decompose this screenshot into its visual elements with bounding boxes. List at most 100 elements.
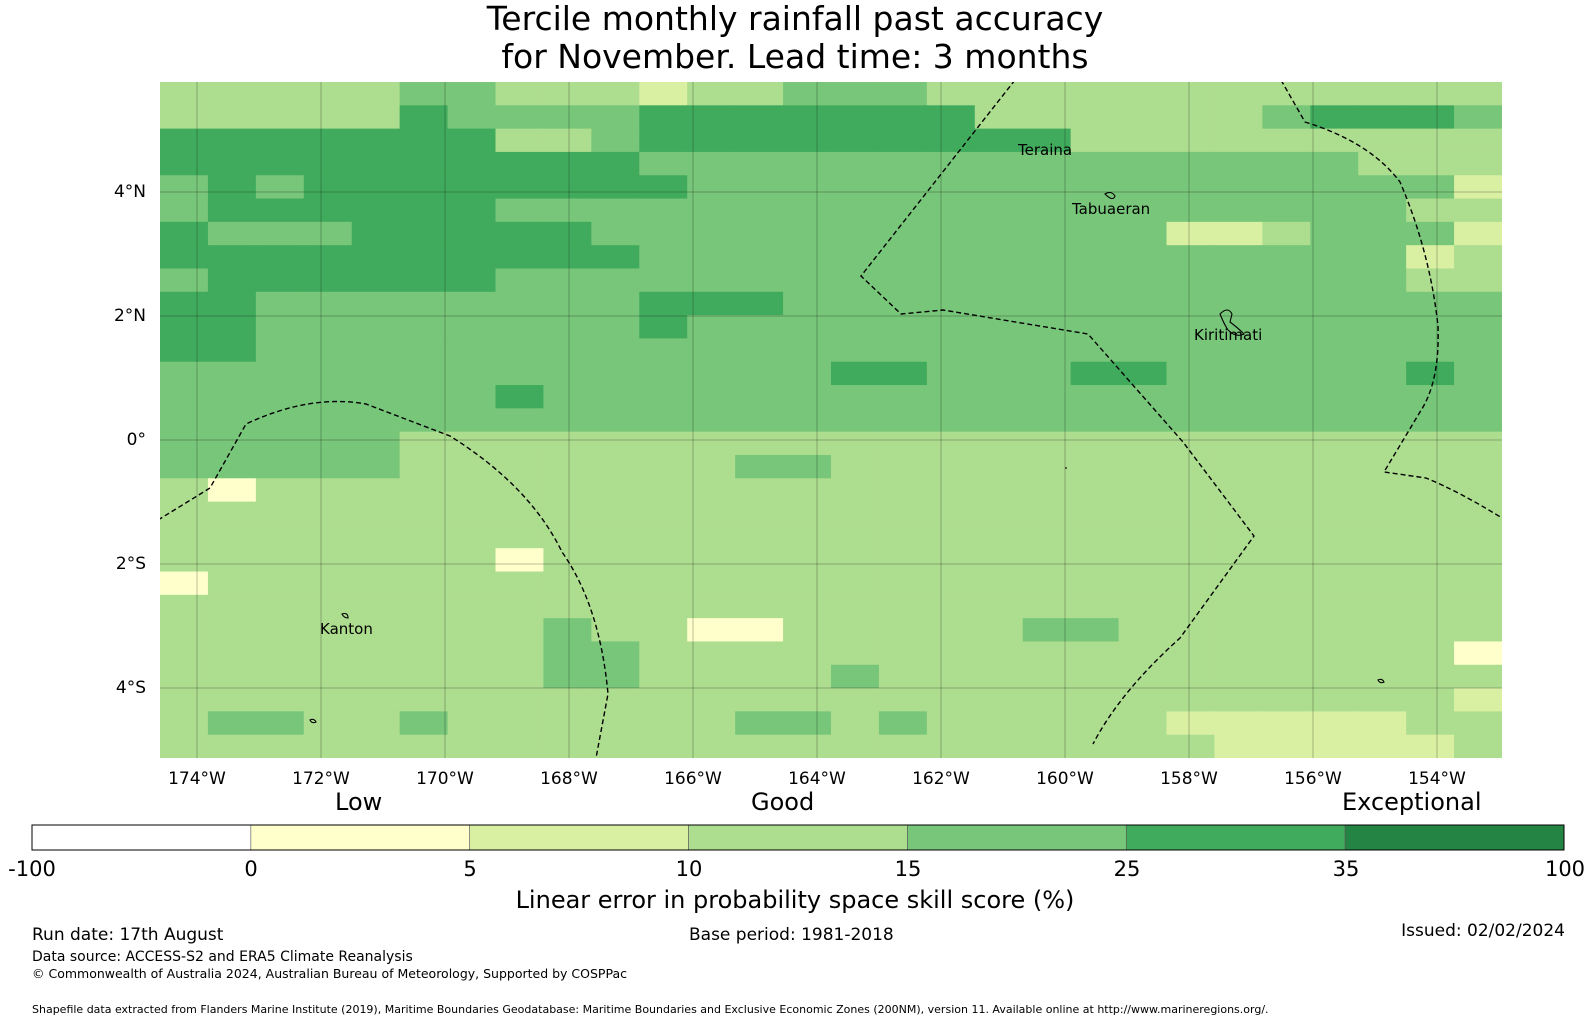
skill-cell — [1454, 734, 1502, 758]
skill-cell — [974, 618, 1024, 643]
skill-cell — [399, 105, 449, 130]
skill-cell — [1118, 338, 1168, 363]
skill-cell — [351, 454, 401, 479]
skill-cell — [255, 664, 305, 689]
skill-cell — [639, 548, 688, 573]
skill-cell — [1022, 594, 1072, 619]
skill-cell — [160, 291, 209, 316]
skill-cell — [878, 431, 928, 456]
skill-cell — [831, 618, 880, 643]
skill-cell — [207, 198, 257, 223]
skill-cell — [687, 221, 736, 246]
skill-cell — [447, 198, 497, 223]
skill-cell — [351, 385, 401, 409]
skill-cell — [1454, 524, 1502, 549]
skill-cell — [1310, 315, 1359, 340]
skill-cell — [447, 408, 497, 433]
skill-cell — [591, 245, 640, 270]
skill-cell — [1022, 734, 1072, 758]
skill-cell — [399, 315, 449, 340]
skill-cell — [399, 338, 449, 363]
skill-cell — [1118, 431, 1168, 456]
skill-cell — [255, 454, 305, 479]
skill-cell — [160, 315, 209, 340]
skill-cell — [878, 408, 928, 433]
skill-cell — [1310, 688, 1359, 712]
tick-label-15: 15 — [894, 857, 922, 881]
skill-cell — [591, 338, 640, 363]
colorbar-title: Linear error in probability space skill … — [515, 886, 1075, 914]
skill-cell — [1022, 688, 1072, 712]
skill-cell — [687, 734, 736, 758]
skill-cell — [495, 385, 545, 409]
skill-cell — [1070, 151, 1120, 176]
skill-cell — [1310, 105, 1359, 130]
skill-cell — [639, 385, 688, 409]
skill-cell — [1454, 82, 1502, 106]
skill-cell — [1214, 734, 1263, 758]
skill-cell — [1118, 245, 1168, 270]
skill-cell — [351, 268, 401, 293]
skill-cell — [639, 175, 688, 200]
skill-cell — [1358, 524, 1407, 549]
skill-cell — [495, 501, 545, 526]
skill-cell — [1214, 454, 1263, 479]
map-title-line-1: Tercile monthly rainfall past accuracy — [486, 0, 1104, 38]
skill-cell — [1070, 198, 1120, 223]
skill-cell — [207, 571, 257, 596]
skill-cell — [1214, 594, 1263, 619]
skill-cell — [1166, 105, 1216, 130]
skill-cell — [303, 454, 353, 479]
skill-cell — [639, 618, 688, 643]
skill-cell — [1214, 548, 1263, 573]
skill-cell — [495, 198, 545, 223]
skill-cell — [639, 105, 688, 130]
skill-cell — [160, 571, 209, 596]
skill-cell — [1022, 245, 1072, 270]
skill-cell — [1406, 548, 1455, 573]
skill-cell — [974, 385, 1024, 409]
skill-cell — [591, 151, 640, 176]
skill-cell — [255, 291, 305, 316]
skill-cell — [1070, 361, 1120, 386]
skill-cell — [1214, 198, 1263, 223]
skill-cell — [447, 664, 497, 689]
skill-cell — [831, 734, 880, 758]
skill-cell — [1118, 315, 1168, 340]
skill-cell — [1406, 221, 1455, 246]
skill-cell — [1358, 501, 1407, 526]
skill-cell — [495, 571, 545, 596]
skill-cell — [255, 385, 305, 409]
skill-cell — [207, 501, 257, 526]
skill-cell — [1310, 664, 1359, 689]
skill-cell — [399, 291, 449, 316]
skill-cell — [543, 221, 592, 246]
skill-cell — [399, 221, 449, 246]
skill-cell — [878, 361, 928, 386]
skill-cell — [1454, 221, 1502, 246]
skill-cell — [974, 105, 1024, 130]
skill-cell — [1358, 291, 1407, 316]
skill-cell — [639, 478, 688, 503]
skill-cell — [1406, 361, 1455, 386]
skill-cell — [495, 245, 545, 270]
skill-cell — [1214, 711, 1263, 736]
skill-cell — [1022, 431, 1072, 456]
skill-cell — [1022, 501, 1072, 526]
skill-cell — [1310, 291, 1359, 316]
skill-cell — [399, 128, 449, 153]
skill-cell — [926, 454, 976, 479]
skill-cell — [639, 128, 688, 153]
skill-cell — [1310, 338, 1359, 363]
skill-cell — [1262, 548, 1311, 573]
skill-cell — [1118, 548, 1168, 573]
skill-cell — [160, 245, 209, 270]
skill-cell — [783, 524, 832, 549]
skill-cell — [1454, 105, 1502, 130]
skill-cell — [543, 245, 592, 270]
skill-cell — [878, 268, 928, 293]
eez-boundary-kanton — [160, 400, 609, 758]
category-label-exceptional: Exceptional — [1342, 788, 1482, 816]
skill-cell — [591, 641, 640, 666]
skill-cell — [160, 548, 209, 573]
